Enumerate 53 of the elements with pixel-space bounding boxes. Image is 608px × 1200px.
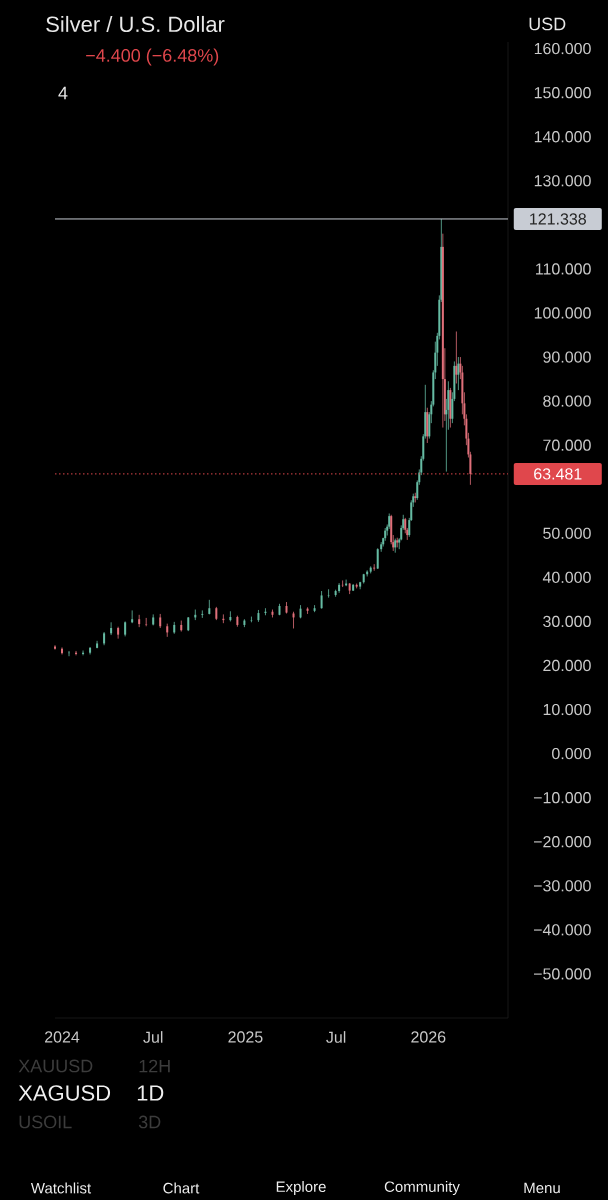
annotation: 4: [58, 86, 68, 100]
text: 1D: [137, 1085, 164, 1101]
y-tick-label: 20.000: [543, 659, 591, 672]
text: USD: [529, 17, 566, 31]
chart-title: Silver / U.S. Dollar: [46, 15, 225, 33]
y-tick-label: −10.000: [533, 792, 591, 804]
ref-line-label: 63.481: [534, 468, 582, 480]
text: 3D: [138, 1115, 161, 1129]
candlestick: [292, 611, 295, 629]
text: XAGUSD: [18, 1085, 111, 1101]
y-tick-label: 130.000: [534, 175, 591, 187]
x-tick-label: Jul: [326, 1031, 346, 1043]
candlestick: [376, 547, 379, 570]
text: Menu: [524, 1182, 560, 1194]
y-tick-label: 0.000: [552, 747, 591, 760]
y-tick-label: 80.000: [543, 395, 591, 407]
text: Chart: [163, 1182, 200, 1194]
candlestick: [54, 644, 56, 651]
y-tick-label: 30.000: [543, 615, 591, 628]
y-tick-label: 110.000: [536, 263, 591, 275]
text: USOIL: [19, 1115, 72, 1129]
y-tick-label: 10.000: [543, 703, 591, 716]
y-tick-label: −30.000: [533, 880, 591, 892]
text: Watchlist: [30, 1182, 92, 1194]
candlestick: [145, 617, 148, 627]
x-tick-label: 2026: [411, 1031, 446, 1043]
text: 12H: [139, 1059, 170, 1073]
y-tick-label: 90.000: [543, 351, 591, 363]
candlestick: [201, 610, 204, 619]
x-tick-label: Jul: [143, 1031, 163, 1043]
x-tick-label: 2025: [228, 1031, 263, 1043]
candlestick: [131, 610, 134, 624]
text: Community: [384, 1180, 460, 1195]
y-tick-label: 40.000: [542, 571, 591, 584]
ref-line-label: 121.338: [530, 213, 586, 225]
y-tick-label: 150.000: [534, 87, 591, 99]
y-tick-label: 70.000: [543, 439, 591, 451]
y-tick-label: 100.000: [534, 307, 591, 319]
y-tick-label: 50.000: [543, 527, 591, 539]
y-tick-label: 160.000: [534, 42, 591, 55]
annotation: −4.400 (−6.48%): [86, 48, 219, 66]
text: XAUUSD: [18, 1059, 93, 1073]
x-tick-label: 2024: [45, 1031, 80, 1043]
y-tick-label: −50.000: [533, 968, 591, 980]
y-tick-label: −20.000: [533, 836, 591, 848]
text: Explore: [276, 1180, 326, 1195]
candlestick: [306, 606, 309, 615]
y-tick-label: −40.000: [533, 924, 591, 936]
candlestick: [373, 563, 376, 572]
candlestick: [338, 582, 341, 594]
candlestick: [110, 621, 113, 636]
candlestick: [117, 626, 120, 640]
y-tick-label: 140.000: [534, 131, 591, 143]
